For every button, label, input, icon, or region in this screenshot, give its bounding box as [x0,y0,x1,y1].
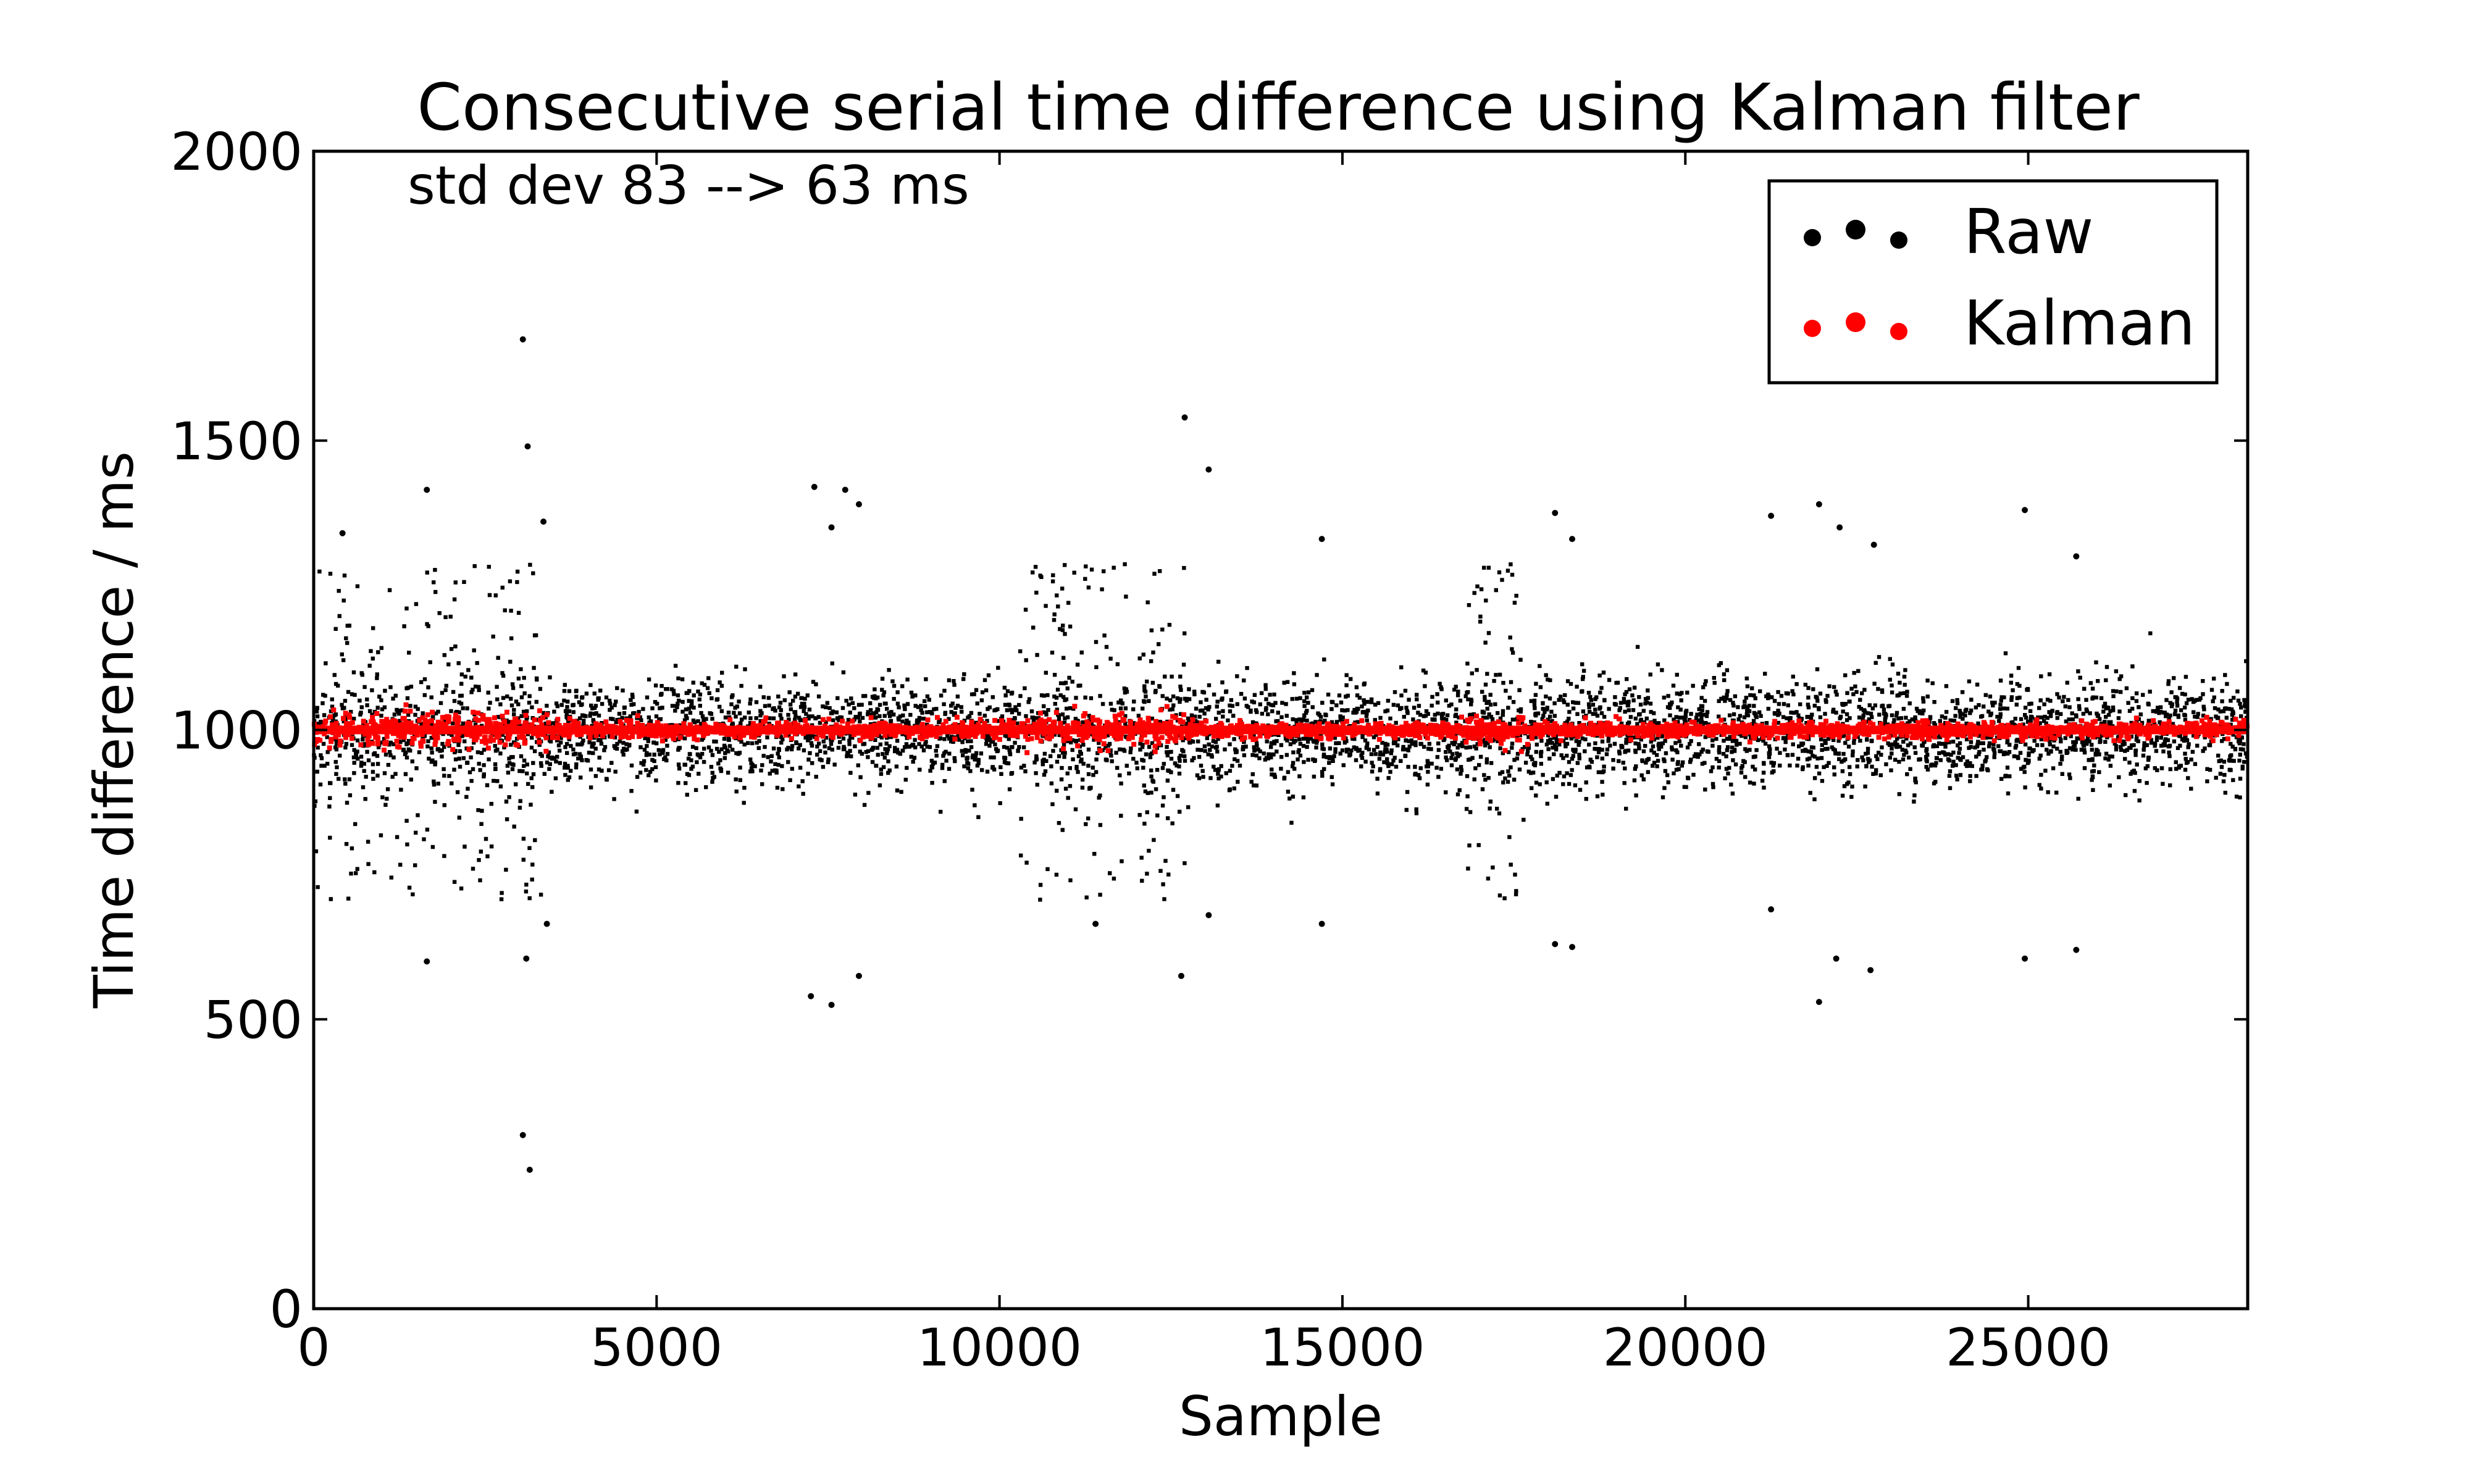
x-tick-label: 25000 [1946,1317,2111,1378]
raw-outlier-point [519,1132,526,1138]
raw-outlier-point [424,958,430,965]
raw-outlier-point [526,1167,533,1173]
raw-outlier-point [540,519,547,525]
raw-outlier-point [2073,946,2080,953]
x-tick-label: 20000 [1603,1317,1768,1378]
y-tick-label: 1500 [170,411,303,472]
x-tick-label: 0 [297,1317,330,1378]
raw-outlier-point [524,443,531,450]
y-tick-label: 2000 [170,122,303,182]
std-dev-annotation: std dev 83 --> 63 ms [408,155,969,217]
raw-outlier-point [1318,920,1325,927]
y-tick-label: 0 [270,1279,303,1340]
legend-kalman-marker [1804,312,1907,340]
legend-box [1767,179,2219,385]
y-tick-label: 1000 [170,701,303,761]
raw-outlier-point [1867,967,1874,973]
raw-outlier-point [1815,501,1822,507]
legend-kalman-label: Kalman [1964,287,2195,359]
legend-raw-marker [1804,220,1907,249]
raw-outlier-point [1569,944,1576,951]
legend: Raw Kalman [1767,179,2219,385]
raw-outlier-point [1870,541,1877,548]
raw-outlier-point [1092,920,1099,927]
y-axis-ticks: 0 500 1000 1500 2000 [170,122,2248,1340]
raw-outlier-point [1815,999,1822,1006]
raw-outlier-point [519,336,526,343]
raw-outlier-point [2022,955,2028,962]
chart-title: Consecutive serial time difference using… [417,70,2140,145]
y-tick-label: 500 [204,990,303,1050]
raw-outlier-point [842,486,848,493]
kalman-series-points [311,702,2250,756]
raw-outlier-point [828,524,835,531]
y-axis-label: Time difference / ms [82,451,146,1009]
legend-raw-label: Raw [1964,196,2093,268]
raw-outlier-point [424,486,430,493]
raw-outlier-point [1569,536,1576,543]
raw-outlier-point [811,483,818,490]
raw-outlier-point [855,972,862,979]
raw-outlier-point [1205,912,1212,919]
raw-outlier-point [828,1001,835,1008]
raw-outlier-point [1318,536,1325,543]
raw-outlier-point [1552,509,1559,516]
raw-outlier-point [855,501,862,507]
raw-outlier-point [1181,414,1188,421]
raw-outlier-point [523,955,530,962]
x-tick-label: 10000 [917,1317,1082,1378]
raw-series-points [312,336,2250,1173]
x-axis-ticks: 0 5000 10000 15000 20000 25000 [297,151,2111,1378]
raw-outlier-point [1768,512,1775,519]
raw-outlier-point [1768,906,1775,913]
raw-outlier-point [339,530,346,536]
raw-outlier-point [1178,972,1184,979]
raw-outlier-point [1552,941,1559,948]
x-tick-label: 5000 [590,1317,722,1378]
raw-outlier-point [1205,466,1212,473]
x-axis-label: Sample [1179,1385,1383,1448]
raw-outlier-point [1833,955,1840,962]
raw-outlier-point [1836,524,1843,531]
plot-area [311,336,2250,1173]
raw-outlier-point [808,993,814,999]
raw-outlier-point [2073,553,2080,560]
raw-outlier-point [2022,507,2028,514]
x-tick-label: 15000 [1260,1317,1425,1378]
raw-outlier-point [543,920,550,927]
